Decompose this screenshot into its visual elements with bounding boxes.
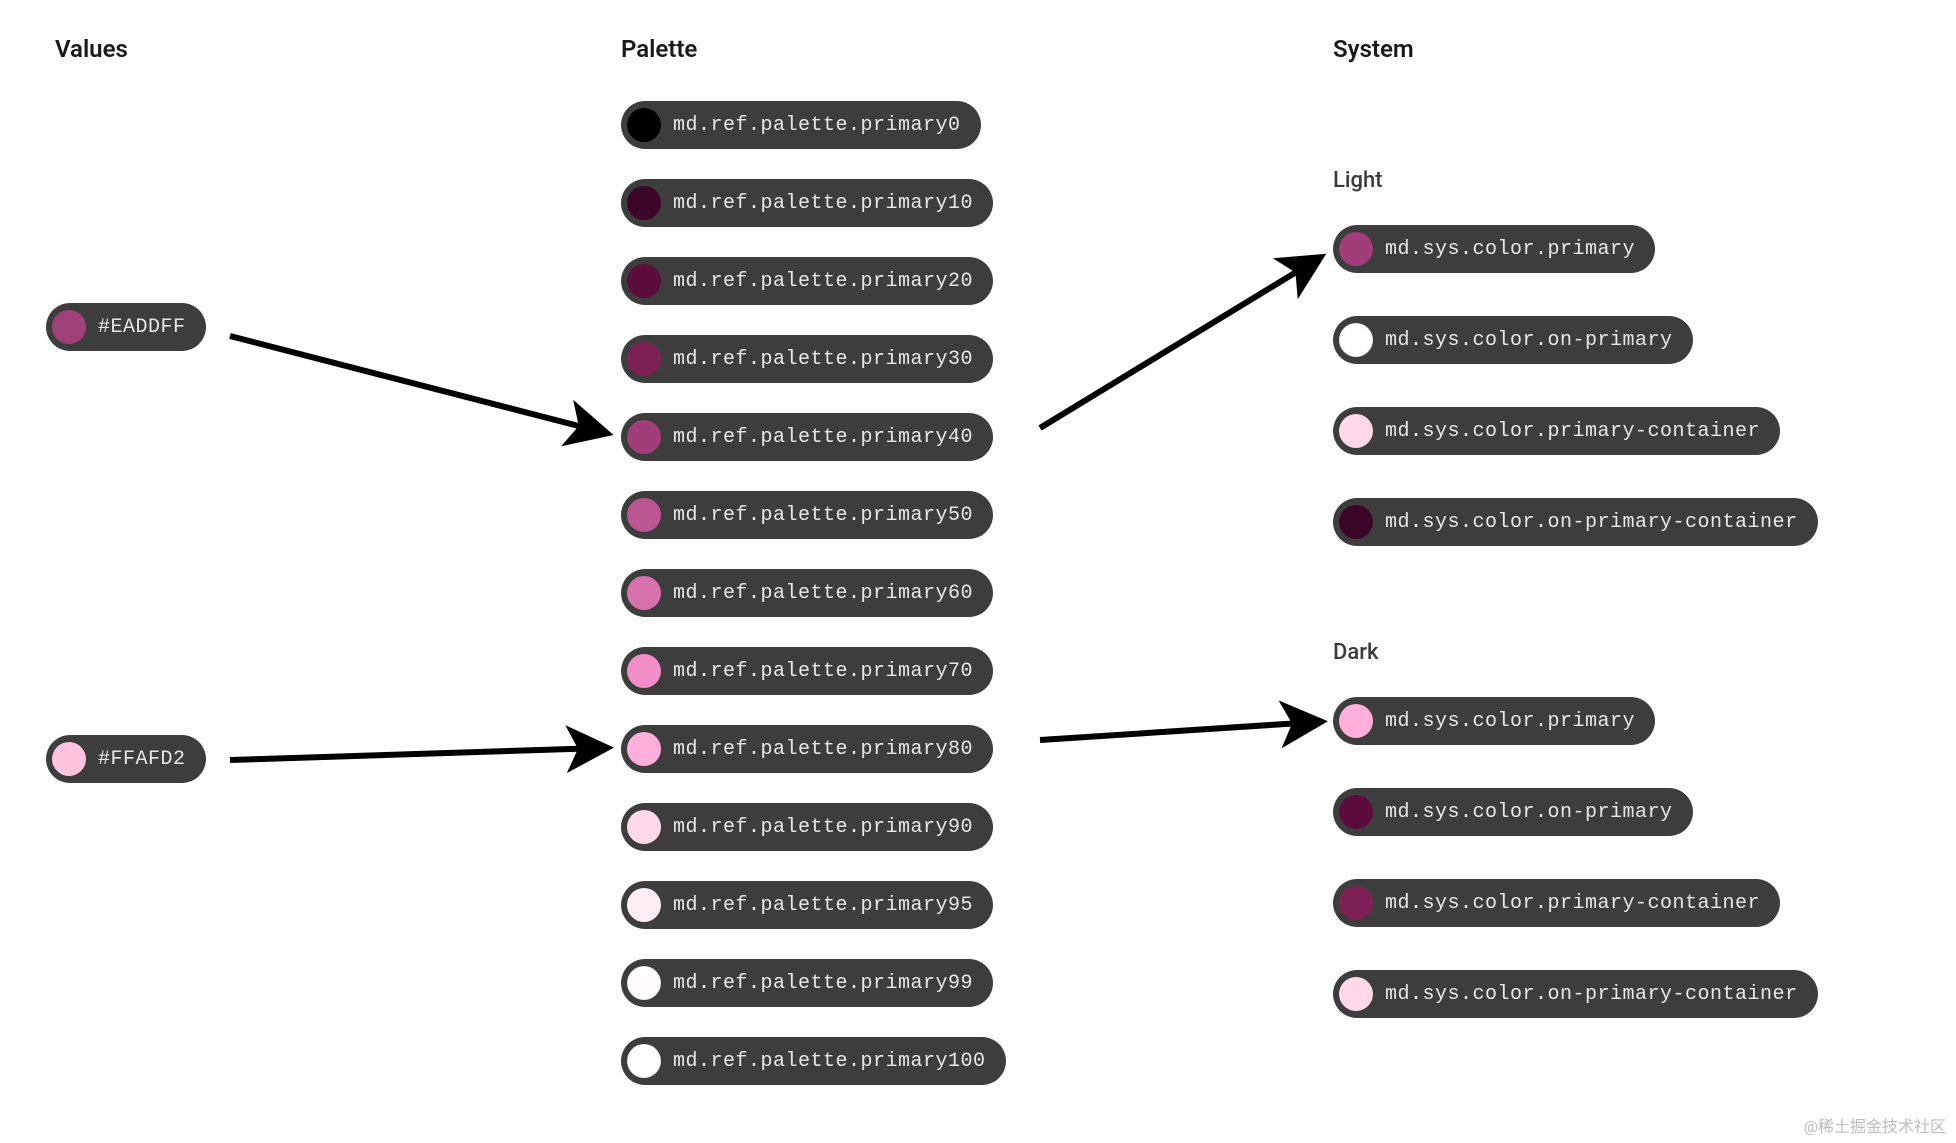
palette-chip: md.ref.palette.primary0 — [621, 101, 981, 149]
system-light-chip: md.sys.color.on-primary-container — [1333, 498, 1818, 546]
color-swatch — [627, 498, 661, 532]
system-dark-label: md.sys.color.on-primary-container — [1385, 983, 1798, 1006]
system-light-label: md.sys.color.on-primary-container — [1385, 511, 1798, 534]
color-swatch — [1339, 414, 1373, 448]
palette-label: md.ref.palette.primary70 — [673, 660, 973, 683]
palette-chip: md.ref.palette.primary80 — [621, 725, 993, 773]
palette-chip: md.ref.palette.primary70 — [621, 647, 993, 695]
arrow-line — [1040, 722, 1316, 740]
color-swatch — [627, 576, 661, 610]
palette-chip: md.ref.palette.primary90 — [621, 803, 993, 851]
system-dark-label: md.sys.color.primary-container — [1385, 892, 1760, 915]
watermark: @稀土掘金技术社区 — [1804, 1113, 1946, 1137]
system-header: System — [1333, 35, 1414, 63]
color-swatch — [52, 742, 86, 776]
color-swatch — [627, 342, 661, 376]
system-light-label: md.sys.color.on-primary — [1385, 329, 1673, 352]
palette-chip: md.ref.palette.primary50 — [621, 491, 993, 539]
palette-chip: md.ref.palette.primary20 — [621, 257, 993, 305]
value-chip: #FFAFD2 — [46, 735, 206, 783]
color-swatch — [627, 732, 661, 766]
palette-label: md.ref.palette.primary95 — [673, 894, 973, 917]
palette-chip: md.ref.palette.primary99 — [621, 959, 993, 1007]
palette-label: md.ref.palette.primary0 — [673, 114, 961, 137]
palette-label: md.ref.palette.primary50 — [673, 504, 973, 527]
palette-label: md.ref.palette.primary90 — [673, 816, 973, 839]
arrow-line — [1040, 260, 1316, 428]
system-light-label: md.sys.color.primary-container — [1385, 420, 1760, 443]
palette-label: md.ref.palette.primary60 — [673, 582, 973, 605]
palette-header: Palette — [621, 35, 697, 63]
value-label: #FFAFD2 — [98, 748, 186, 771]
palette-label: md.ref.palette.primary80 — [673, 738, 973, 761]
color-swatch — [627, 420, 661, 454]
system-dark-label: md.sys.color.on-primary — [1385, 801, 1673, 824]
color-swatch — [627, 654, 661, 688]
color-swatch — [627, 186, 661, 220]
color-swatch — [1339, 505, 1373, 539]
color-swatch — [1339, 704, 1373, 738]
color-swatch — [1339, 886, 1373, 920]
palette-chip: md.ref.palette.primary10 — [621, 179, 993, 227]
palette-chip: md.ref.palette.primary95 — [621, 881, 993, 929]
system-dark-chip: md.sys.color.on-primary-container — [1333, 970, 1818, 1018]
palette-chip: md.ref.palette.primary60 — [621, 569, 993, 617]
system-light-chip: md.sys.color.primary — [1333, 225, 1655, 273]
color-swatch — [52, 310, 86, 344]
palette-label: md.ref.palette.primary10 — [673, 192, 973, 215]
color-swatch — [627, 810, 661, 844]
system-light-chip: md.sys.color.primary-container — [1333, 407, 1780, 455]
color-swatch — [1339, 977, 1373, 1011]
color-swatch — [1339, 795, 1373, 829]
system-dark-chip: md.sys.color.primary-container — [1333, 879, 1780, 927]
palette-chip: md.ref.palette.primary40 — [621, 413, 993, 461]
palette-label: md.ref.palette.primary30 — [673, 348, 973, 371]
palette-label: md.ref.palette.primary20 — [673, 270, 973, 293]
palette-label: md.ref.palette.primary40 — [673, 426, 973, 449]
color-swatch — [1339, 232, 1373, 266]
value-chip: #EADDFF — [46, 303, 206, 351]
palette-label: md.ref.palette.primary99 — [673, 972, 973, 995]
system-dark-chip: md.sys.color.on-primary — [1333, 788, 1693, 836]
arrow-line — [230, 748, 602, 760]
arrow-line — [230, 336, 602, 432]
system-dark-chip: md.sys.color.primary — [1333, 697, 1655, 745]
dark-subheader: Dark — [1333, 640, 1378, 665]
color-swatch — [627, 966, 661, 1000]
value-label: #EADDFF — [98, 316, 186, 339]
color-swatch — [627, 108, 661, 142]
values-header: Values — [55, 35, 128, 63]
palette-chip: md.ref.palette.primary100 — [621, 1037, 1006, 1085]
system-light-chip: md.sys.color.on-primary — [1333, 316, 1693, 364]
system-light-label: md.sys.color.primary — [1385, 238, 1635, 261]
light-subheader: Light — [1333, 168, 1383, 193]
color-swatch — [627, 264, 661, 298]
palette-label: md.ref.palette.primary100 — [673, 1050, 986, 1073]
color-swatch — [1339, 323, 1373, 357]
system-dark-label: md.sys.color.primary — [1385, 710, 1635, 733]
color-swatch — [627, 1044, 661, 1078]
color-swatch — [627, 888, 661, 922]
palette-chip: md.ref.palette.primary30 — [621, 335, 993, 383]
